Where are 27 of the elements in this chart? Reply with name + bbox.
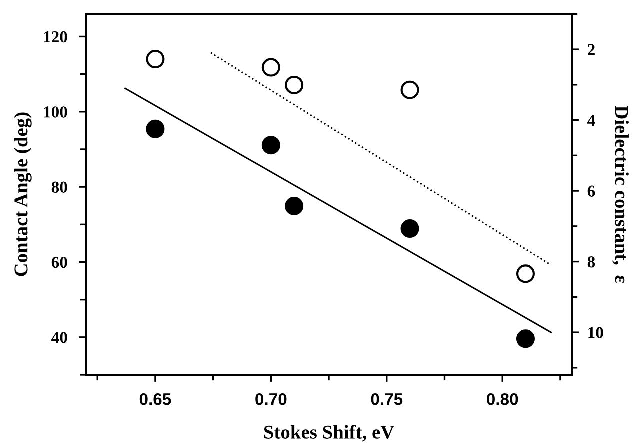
point (516, 330, 535, 348)
point (400, 80, 420, 100)
y-tick-label: 80 (52, 182, 68, 194)
x-axis-title: Stokes Shift, eV (264, 425, 394, 442)
point (146, 120, 165, 138)
y2-tick-label: 8 (588, 256, 596, 268)
y-tick-label: 120 (44, 31, 68, 43)
y2-axis-title: Dielectric constant, ε (612, 106, 629, 284)
x-tick-label: 0.70 (256, 393, 287, 406)
y2-tick-label: 2 (588, 44, 595, 56)
y2-tick-label: 10 (588, 327, 604, 338)
y-tick-label: 100 (44, 106, 68, 118)
x-tick-label: 0.65 (140, 393, 172, 406)
point (262, 58, 280, 77)
y2-tick-label: 6 (588, 186, 596, 197)
y2-tick-label: 4 (588, 115, 596, 126)
point (285, 76, 304, 94)
x-tick-label: 0.75 (371, 393, 403, 406)
point (262, 136, 280, 155)
point (516, 264, 535, 284)
point (146, 50, 165, 69)
y-tick-label: 60 (52, 256, 68, 268)
y-axis-title: Contact Angle (deg) (14, 112, 32, 276)
point (285, 196, 304, 216)
point (400, 220, 420, 238)
x-tick-label: 0.80 (487, 393, 518, 406)
y-tick-label: 40 (52, 332, 68, 344)
